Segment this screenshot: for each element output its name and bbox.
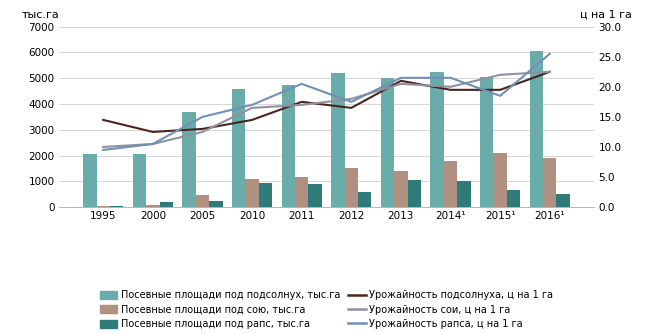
Bar [281, 85, 295, 207]
Bar [110, 205, 123, 207]
Bar [457, 181, 471, 207]
Bar [83, 154, 97, 207]
Text: тыс.га: тыс.га [22, 9, 59, 19]
Bar [444, 161, 457, 207]
Bar [345, 168, 358, 207]
Bar [295, 177, 308, 207]
Bar [146, 204, 159, 207]
Bar [308, 184, 322, 207]
Legend: Посевные площади под подсолнух, тыс.га, Посевные площади под сою, тыс.га, Посевн: Посевные площади под подсолнух, тыс.га, … [99, 290, 554, 329]
Bar [209, 201, 223, 207]
Bar [381, 78, 394, 207]
Bar [407, 180, 421, 207]
Bar [530, 51, 543, 207]
Bar [480, 77, 494, 207]
Bar [543, 158, 556, 207]
Bar [394, 171, 407, 207]
Bar [507, 190, 520, 207]
Bar [159, 202, 173, 207]
Bar [246, 179, 259, 207]
Bar [358, 192, 372, 207]
Bar [182, 112, 196, 207]
Bar [430, 72, 444, 207]
Bar [133, 154, 146, 207]
Bar [97, 206, 110, 207]
Bar [556, 194, 570, 207]
Text: ц на 1 га: ц на 1 га [580, 9, 631, 19]
Bar [232, 89, 246, 207]
Bar [331, 73, 345, 207]
Bar [494, 153, 507, 207]
Bar [259, 183, 272, 207]
Bar [196, 195, 209, 207]
